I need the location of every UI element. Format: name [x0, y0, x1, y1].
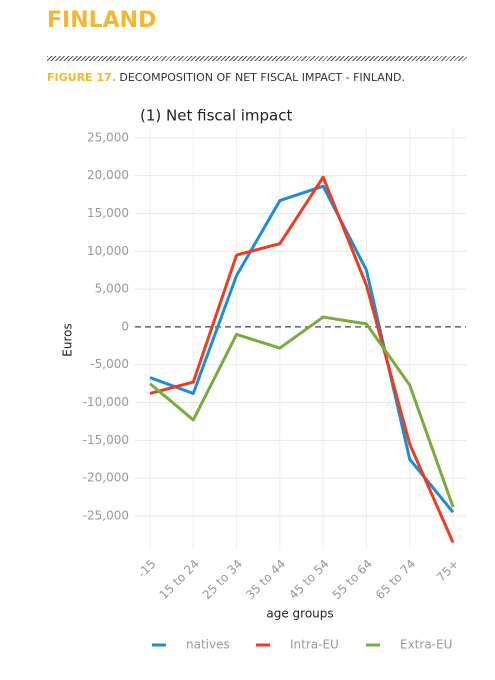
- y-tick-label: 10,000: [87, 244, 129, 258]
- legend-label: natives: [186, 638, 230, 652]
- page-title: FINLAND: [47, 8, 157, 33]
- series-line: [149, 315, 455, 508]
- legend-label: Extra-EU: [400, 638, 452, 652]
- x-tick-label: 15 to 24: [156, 557, 201, 602]
- figure-label: FIGURE 17.: [47, 71, 116, 84]
- y-tick-label: 0: [121, 319, 129, 333]
- x-tick-label: 45 to 54: [286, 557, 331, 602]
- series-line: [149, 175, 455, 544]
- x-axis-label: age groups: [266, 607, 333, 621]
- legend-label: Intra-EU: [290, 638, 339, 652]
- x-tick-label: -15: [135, 557, 159, 581]
- x-tick-label: 65 to 74: [373, 557, 418, 602]
- y-tick-label: 25,000: [87, 130, 129, 144]
- series-line: [149, 184, 455, 514]
- hatched-rule: [47, 56, 467, 61]
- x-tick-label: 25 to 34: [200, 557, 245, 602]
- y-tick-label: 15,000: [87, 206, 129, 220]
- y-tick-label: -10,000: [83, 395, 129, 409]
- y-tick-label: 5,000: [95, 282, 129, 296]
- figure-caption: FIGURE 17. DECOMPOSITION OF NET FISCAL I…: [47, 71, 405, 84]
- x-tick-label: 35 to 44: [243, 557, 288, 602]
- y-tick-label: -5,000: [90, 357, 129, 371]
- x-tick-label: 75+: [434, 557, 462, 585]
- x-tick-label: 55 to 64: [330, 557, 375, 602]
- y-tick-label: -25,000: [83, 508, 129, 522]
- figure-title: DECOMPOSITION OF NET FISCAL IMPACT - FIN…: [119, 71, 406, 84]
- chart-title: (1) Net fiscal impact: [140, 107, 292, 125]
- y-tick-label: 20,000: [87, 168, 129, 182]
- y-axis-label: Euros: [61, 323, 75, 356]
- y-tick-label: -15,000: [83, 433, 129, 447]
- y-tick-label: -20,000: [83, 471, 129, 485]
